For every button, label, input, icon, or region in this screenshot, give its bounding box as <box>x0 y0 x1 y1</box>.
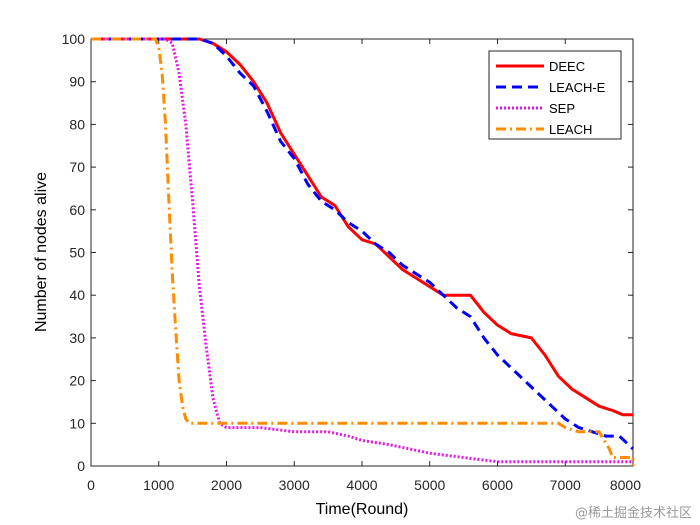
x-tick-label: 6000 <box>482 477 513 493</box>
x-tick-label: 5000 <box>414 477 445 493</box>
y-tick-label: 50 <box>69 245 85 261</box>
y-tick-label: 40 <box>69 287 85 303</box>
y-tick-label: 0 <box>77 458 85 474</box>
series-line-leach <box>91 37 635 466</box>
x-tick-label: 2000 <box>211 477 242 493</box>
y-tick-label: 20 <box>69 373 85 389</box>
y-axis-label: Number of nodes alive <box>33 172 50 332</box>
x-tick-label: 4000 <box>346 477 377 493</box>
series-line-sep <box>91 37 633 464</box>
y-tick-label: 30 <box>69 330 85 346</box>
legend: DEEC LEACH-E SEP LEACH <box>488 50 622 140</box>
x-tick-label: 0 <box>87 477 95 493</box>
x-tick-label: 7000 <box>550 477 581 493</box>
y-tick-label: 80 <box>69 116 85 132</box>
series-line-deec <box>91 37 633 417</box>
x-axis-label: Time(Round) <box>316 501 409 518</box>
x-tick-label: 8000 <box>610 477 641 493</box>
y-axis-ticks: 0 10 20 30 40 50 60 70 80 90 100 <box>62 31 633 474</box>
y-tick-label: 10 <box>69 415 85 431</box>
x-tick-label: 3000 <box>279 477 310 493</box>
y-tick-label: 90 <box>69 74 85 90</box>
y-tick-label: 60 <box>69 202 85 218</box>
legend-label: LEACH-E <box>549 80 606 95</box>
series-line-leach-e <box>91 37 635 450</box>
x-tick-label: 1000 <box>143 477 174 493</box>
legend-items: DEEC LEACH-E SEP LEACH <box>496 59 606 137</box>
legend-label: LEACH <box>549 122 592 137</box>
y-tick-label: 100 <box>62 31 86 47</box>
series-layer <box>91 37 635 466</box>
x-axis-ticks: 0 1000 2000 3000 4000 5000 6000 7000 8000 <box>87 39 641 493</box>
watermark: @稀土掘金技术社区 <box>574 506 692 521</box>
legend-label: DEEC <box>549 59 585 74</box>
y-tick-label: 70 <box>69 159 85 175</box>
legend-label: SEP <box>549 101 575 116</box>
